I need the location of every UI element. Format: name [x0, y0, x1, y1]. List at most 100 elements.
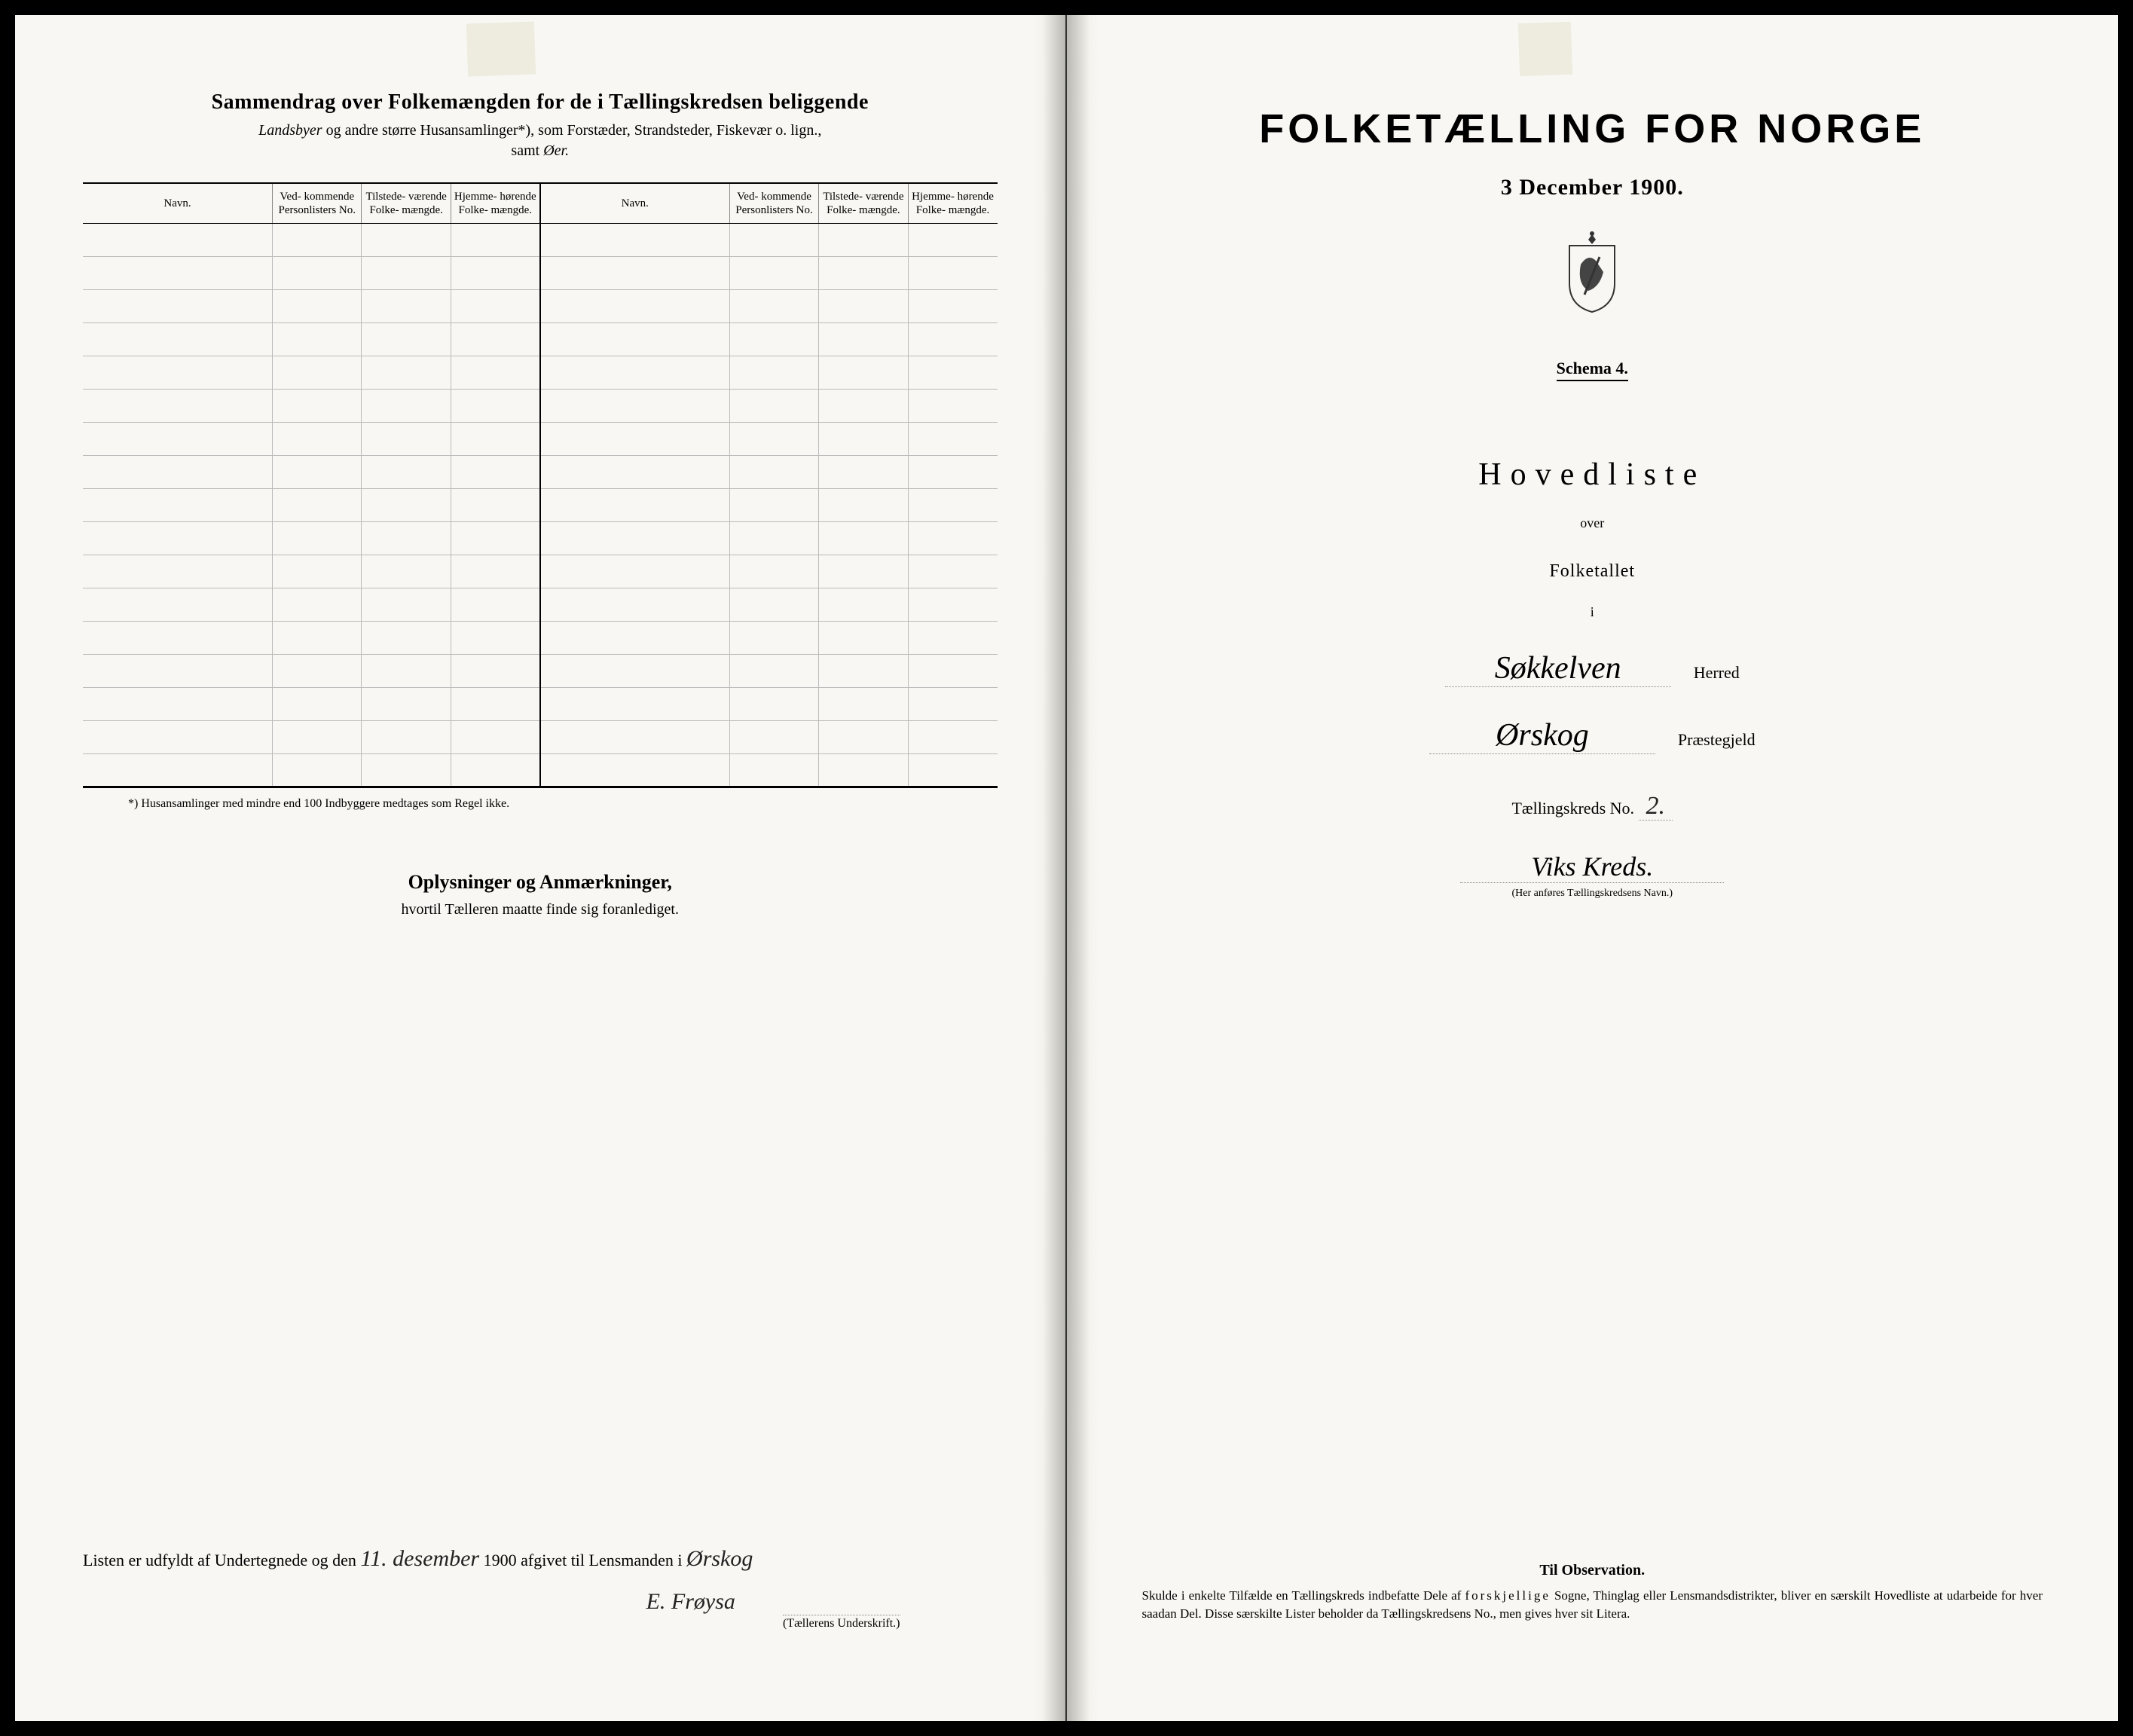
- th-col2a: Tilstede- værende Folke- mængde.: [362, 183, 451, 224]
- praeste-label: Præstegjeld: [1678, 730, 1756, 750]
- table-cell: [729, 456, 818, 489]
- subtitle-rest: og andre større Husansamlinger*), som Fo…: [322, 122, 822, 139]
- table-cell: [273, 390, 362, 423]
- table-cell: [729, 588, 818, 622]
- table-cell: [451, 655, 539, 688]
- table-cell: [908, 622, 997, 655]
- table-cell: [540, 555, 730, 588]
- table-cell: [273, 257, 362, 290]
- th-navn-2: Navn.: [540, 183, 730, 224]
- table-cell: [540, 390, 730, 423]
- table-cell: [540, 688, 730, 721]
- observation-title: Til Observation.: [1142, 1562, 2043, 1579]
- kreds-name-row: Viks Kreds.: [1135, 821, 2051, 883]
- table-row: [83, 423, 998, 456]
- table-cell: [83, 522, 273, 555]
- table-cell: [819, 721, 908, 754]
- table-cell: [273, 489, 362, 522]
- table-cell: [729, 323, 818, 356]
- table-cell: [273, 622, 362, 655]
- table-cell: [729, 224, 818, 257]
- table-cell: [908, 323, 997, 356]
- table-cell: [83, 655, 273, 688]
- table-cell: [273, 290, 362, 323]
- census-date: 3 December 1900.: [1135, 175, 2051, 200]
- table-cell: [729, 555, 818, 588]
- table-cell: [729, 688, 818, 721]
- sig-label-row: (Tællerens Underskrift.): [384, 1615, 998, 1631]
- table-cell: [540, 290, 730, 323]
- table-cell: [819, 489, 908, 522]
- table-cell: [819, 588, 908, 622]
- table-cell: [451, 224, 539, 257]
- tape-mark: [466, 21, 536, 76]
- sig-date: 11. desember: [360, 1546, 479, 1571]
- praeste-row: Ørskog Præstegjeld: [1135, 717, 2051, 754]
- oplysninger-title: Oplysninger og Anmærkninger,: [83, 871, 998, 894]
- table-cell: [819, 456, 908, 489]
- table-cell: [729, 390, 818, 423]
- table-cell: [83, 688, 273, 721]
- table-cell: [819, 522, 908, 555]
- table-cell: [362, 588, 451, 622]
- table-cell: [273, 423, 362, 456]
- subtitle-oer: Øer.: [543, 142, 569, 159]
- table-row: [83, 555, 998, 588]
- table-cell: [540, 489, 730, 522]
- table-cell: [362, 456, 451, 489]
- table-cell: [362, 622, 451, 655]
- kreds-prefix: Tællingskreds No.: [1511, 799, 1634, 818]
- table-cell: [362, 688, 451, 721]
- table-cell: [908, 754, 997, 787]
- table-cell: [908, 489, 997, 522]
- table-cell: [451, 721, 539, 754]
- table-cell: [362, 290, 451, 323]
- observation-text: Skulde i enkelte Tilfælde en Tællingskre…: [1142, 1587, 2043, 1623]
- table-cell: [819, 423, 908, 456]
- sig-mid: afgivet til Lensmanden i: [521, 1551, 682, 1569]
- table-cell: [819, 688, 908, 721]
- table-cell: [83, 323, 273, 356]
- kreds-name: Viks Kreds.: [1460, 851, 1724, 883]
- table-row: [83, 622, 998, 655]
- table-cell: [729, 290, 818, 323]
- table-cell: [540, 622, 730, 655]
- table-cell: [451, 622, 539, 655]
- table-cell: [362, 224, 451, 257]
- table-cell: [908, 456, 997, 489]
- table-cell: [819, 323, 908, 356]
- table-cell: [819, 622, 908, 655]
- table-cell: [819, 224, 908, 257]
- table-row: [83, 257, 998, 290]
- table-cell: [451, 754, 539, 787]
- footnote: *) Husansamlinger med mindre end 100 Ind…: [128, 797, 998, 811]
- herred-label: Herred: [1694, 663, 1740, 683]
- table-cell: [729, 655, 818, 688]
- obs-spaced: forskjellige: [1465, 1588, 1550, 1603]
- right-page: FOLKETÆLLING FOR NORGE 3 December 1900. …: [1067, 15, 2119, 1721]
- table-cell: [83, 555, 273, 588]
- table-cell: [83, 456, 273, 489]
- table-row: [83, 224, 998, 257]
- table-cell: [819, 754, 908, 787]
- book-spread: Sammendrag over Folkemængden for de i Tæ…: [15, 15, 2118, 1721]
- table-cell: [273, 588, 362, 622]
- th-col3a: Hjemme- hørende Folke- mængde.: [451, 183, 539, 224]
- table-cell: [729, 356, 818, 390]
- kreds-note: (Her anføres Tællingskredsens Navn.): [1135, 888, 2051, 900]
- table-row: [83, 721, 998, 754]
- table-cell: [540, 721, 730, 754]
- table-cell: [729, 754, 818, 787]
- table-cell: [819, 390, 908, 423]
- table-cell: [908, 522, 997, 555]
- table-row: [83, 390, 998, 423]
- table-cell: [451, 522, 539, 555]
- table-cell: [83, 588, 273, 622]
- table-row: [83, 323, 998, 356]
- signature-line: Listen er udfyldt af Undertegnede og den…: [83, 1536, 998, 1582]
- sig-prefix: Listen er udfyldt af Undertegnede og den: [83, 1551, 356, 1569]
- table-cell: [540, 456, 730, 489]
- table-cell: [908, 356, 997, 390]
- table-cell: [273, 224, 362, 257]
- table-cell: [273, 356, 362, 390]
